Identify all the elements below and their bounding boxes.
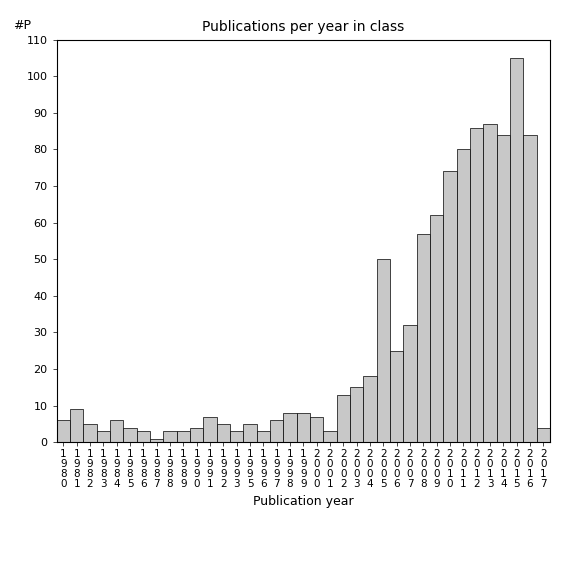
Bar xyxy=(430,215,443,442)
Bar xyxy=(243,424,257,442)
Bar xyxy=(470,128,483,442)
Bar xyxy=(57,420,70,442)
Y-axis label: #P: #P xyxy=(13,19,31,32)
Bar xyxy=(230,431,243,442)
Bar xyxy=(323,431,337,442)
Bar xyxy=(456,150,470,442)
Bar xyxy=(376,259,390,442)
Bar xyxy=(150,439,163,442)
Title: Publications per year in class: Publications per year in class xyxy=(202,20,404,35)
Bar xyxy=(390,351,403,442)
Bar xyxy=(270,420,284,442)
Bar xyxy=(204,417,217,442)
Bar xyxy=(403,325,417,442)
Bar xyxy=(97,431,110,442)
Bar xyxy=(417,234,430,442)
Bar xyxy=(190,428,204,442)
Bar xyxy=(337,395,350,442)
Bar xyxy=(124,428,137,442)
Bar xyxy=(177,431,190,442)
Bar xyxy=(297,413,310,442)
Bar xyxy=(83,424,97,442)
Bar xyxy=(163,431,177,442)
Bar xyxy=(257,431,270,442)
Bar xyxy=(536,428,550,442)
Bar xyxy=(363,376,376,442)
Bar xyxy=(510,58,523,442)
Bar xyxy=(523,135,536,442)
Bar xyxy=(443,171,456,442)
Bar xyxy=(137,431,150,442)
Bar xyxy=(310,417,323,442)
Bar xyxy=(483,124,497,442)
X-axis label: Publication year: Publication year xyxy=(253,495,354,508)
Bar xyxy=(497,135,510,442)
Bar xyxy=(284,413,297,442)
Bar xyxy=(110,420,124,442)
Bar xyxy=(70,409,83,442)
Bar xyxy=(350,387,363,442)
Bar xyxy=(217,424,230,442)
